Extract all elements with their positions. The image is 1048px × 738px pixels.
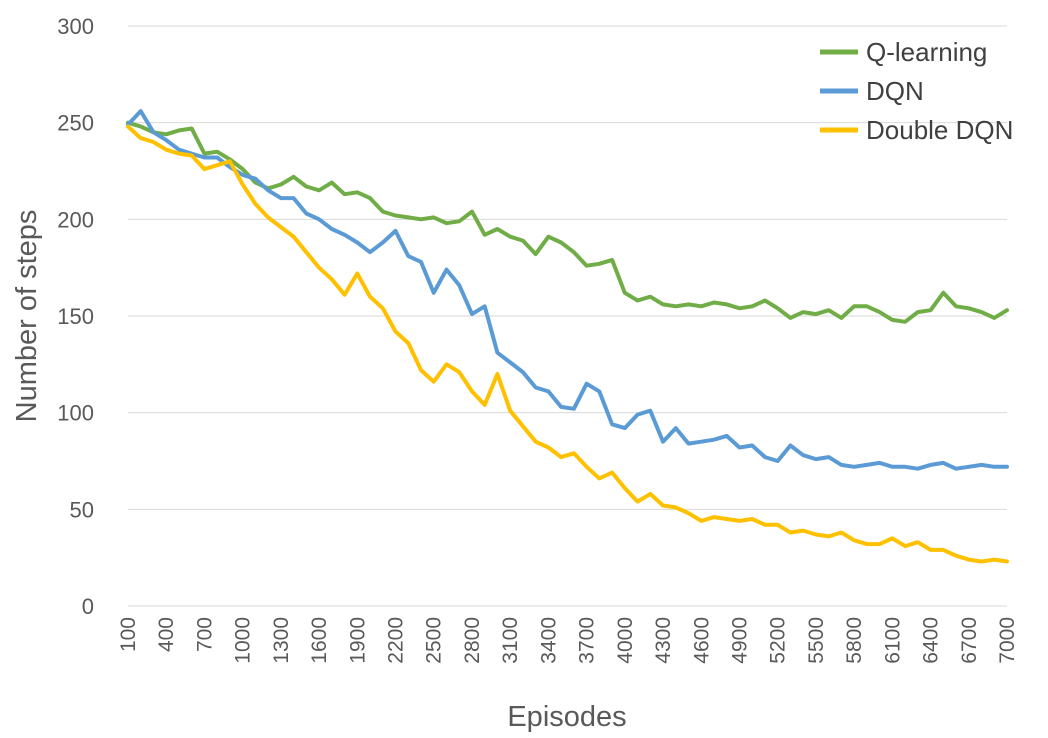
- y-tick-label: 50: [70, 497, 94, 522]
- x-tick-label: 6700: [958, 617, 981, 664]
- x-tick-label: 3700: [576, 617, 599, 664]
- gridlines: [128, 25, 1007, 510]
- series-line: [126, 124, 1009, 564]
- x-tick-label: 1300: [270, 617, 293, 664]
- x-tick-label: 4900: [728, 617, 751, 664]
- y-axis-title: Number of steps: [11, 210, 43, 423]
- x-tick-label: 1000: [232, 617, 255, 664]
- y-axis-ticks: 0 50 100 150 200 250 300: [57, 14, 94, 619]
- series-lines: [126, 109, 1009, 564]
- x-tick-label: 4000: [614, 617, 637, 664]
- legend-label: DQN: [866, 76, 924, 106]
- x-tick-label: 400: [155, 617, 178, 652]
- x-tick-label: 3400: [537, 617, 560, 664]
- x-tick-label: 2800: [461, 617, 484, 664]
- y-tick-label: 200: [57, 207, 94, 232]
- x-tick-label: 3100: [499, 617, 522, 664]
- x-tick-label: 5800: [843, 617, 866, 664]
- x-tick-label: 4300: [652, 617, 675, 664]
- x-tick-label: 4600: [690, 617, 713, 664]
- x-tick-label: 6100: [881, 617, 904, 664]
- x-tick-label: 5500: [805, 617, 828, 664]
- series-line: [126, 109, 1009, 471]
- x-tick-label: 700: [193, 617, 216, 652]
- x-tick-label: 100: [117, 617, 140, 652]
- x-tick-label: 5200: [767, 617, 790, 664]
- x-tick-label: 7000: [996, 617, 1019, 664]
- x-tick-label: 1600: [308, 617, 331, 664]
- y-tick-label: 100: [57, 401, 94, 426]
- legend: Q-learning DQN Double DQN: [820, 37, 1013, 145]
- x-tick-label: 1900: [346, 617, 369, 664]
- legend-label: Q-learning: [866, 37, 987, 67]
- x-tick-label: 6400: [920, 617, 943, 664]
- legend-label: Double DQN: [866, 115, 1013, 145]
- y-tick-label: 150: [57, 304, 94, 329]
- x-tick-label: 2500: [423, 617, 446, 664]
- x-axis-ticks: 100 400 700 1000 1300 1600 1900 2200 2500 2800 310…: [117, 617, 1019, 664]
- y-tick-label: 300: [57, 14, 94, 39]
- y-tick-label: 0: [82, 594, 94, 619]
- y-tick-label: 250: [57, 111, 94, 136]
- x-tick-label: 2200: [385, 617, 408, 664]
- series-line: [126, 120, 1009, 324]
- x-axis-title: Episodes: [507, 701, 626, 733]
